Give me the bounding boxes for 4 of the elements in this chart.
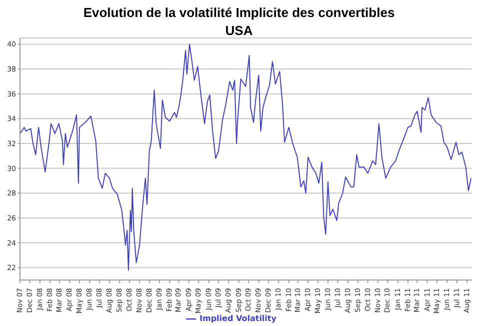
legend-label: Implied Volatility [200,314,276,324]
chart-subtitle: USA [224,22,254,40]
line-series [20,44,472,271]
chart-title: Evolution de la volatilité Implicite des convertibles [82,4,396,22]
